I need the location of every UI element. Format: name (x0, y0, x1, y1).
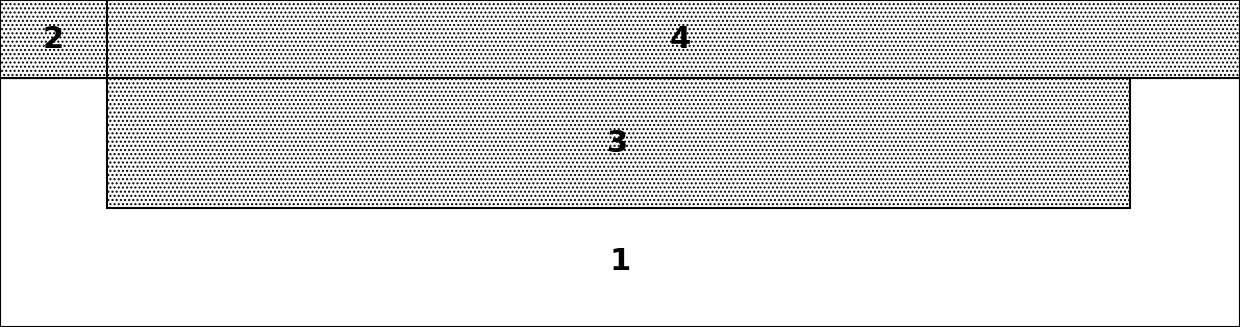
Bar (107, 78, 1130, 208)
Text: 3: 3 (608, 129, 629, 158)
Bar (0, 0, 1240, 78)
Bar (0, 78, 1240, 327)
Text: 4: 4 (670, 25, 691, 54)
Bar (0, 0, 107, 78)
Text: 1: 1 (609, 248, 631, 277)
Text: 2: 2 (42, 25, 63, 54)
